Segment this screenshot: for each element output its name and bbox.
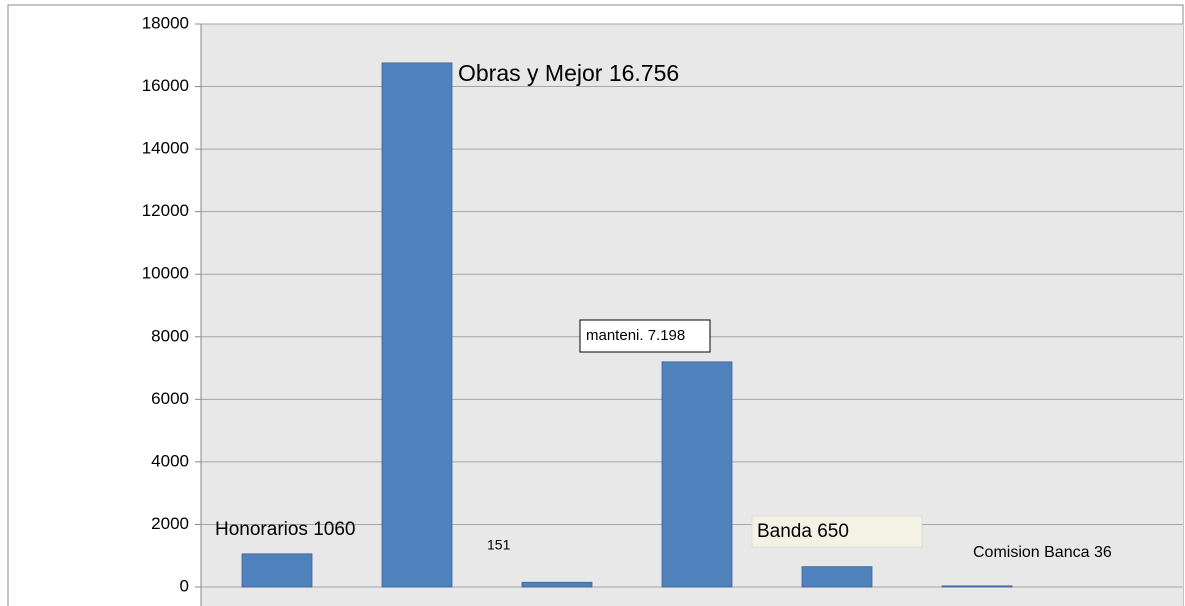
bar: [381, 62, 453, 588]
bar: [521, 581, 593, 588]
label-box: [751, 515, 923, 548]
y-tick-label: 14000: [142, 139, 189, 158]
y-tick-label: 6000: [151, 389, 189, 408]
data-label: Banda 650: [757, 521, 849, 542]
data-label: Honorarios 1060: [215, 519, 355, 540]
data-label: manteni. 7.198: [586, 327, 685, 344]
bar: [241, 553, 313, 588]
y-tick-label: 12000: [142, 201, 189, 220]
y-tick-label: 10000: [142, 264, 189, 283]
data-label: Obras y Mejor 16.756: [458, 60, 679, 86]
data-label: 151: [487, 537, 511, 553]
data-label: Comision Banca 36: [973, 544, 1112, 561]
y-tick-label: 8000: [151, 326, 189, 345]
y-tick-label: 18000: [142, 13, 189, 32]
y-tick-label: 16000: [142, 76, 189, 95]
y-tick-label: 0: [180, 576, 189, 595]
y-tick-label: 4000: [151, 451, 189, 470]
bar: [941, 585, 1013, 588]
bar: [801, 566, 873, 588]
label-box: [579, 319, 711, 353]
bar: [661, 361, 733, 588]
y-tick-label: 2000: [151, 514, 189, 533]
